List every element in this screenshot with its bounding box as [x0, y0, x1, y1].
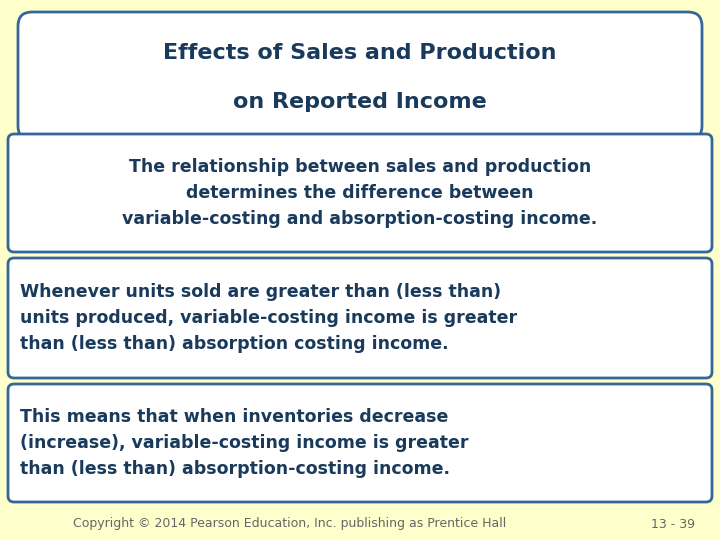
FancyBboxPatch shape — [8, 258, 712, 378]
FancyBboxPatch shape — [8, 134, 712, 252]
Text: The relationship between sales and production
determines the difference between
: The relationship between sales and produ… — [122, 158, 598, 228]
Text: on Reported Income: on Reported Income — [233, 92, 487, 112]
Text: 13 - 39: 13 - 39 — [651, 517, 695, 530]
FancyBboxPatch shape — [8, 384, 712, 502]
Text: Copyright © 2014 Pearson Education, Inc. publishing as Prentice Hall: Copyright © 2014 Pearson Education, Inc.… — [73, 517, 507, 530]
FancyBboxPatch shape — [18, 12, 702, 140]
Text: Effects of Sales and Production: Effects of Sales and Production — [163, 43, 557, 63]
Text: Whenever units sold are greater than (less than)
units produced, variable-costin: Whenever units sold are greater than (le… — [20, 284, 517, 353]
Text: This means that when inventories decrease
(increase), variable-costing income is: This means that when inventories decreas… — [20, 408, 469, 478]
